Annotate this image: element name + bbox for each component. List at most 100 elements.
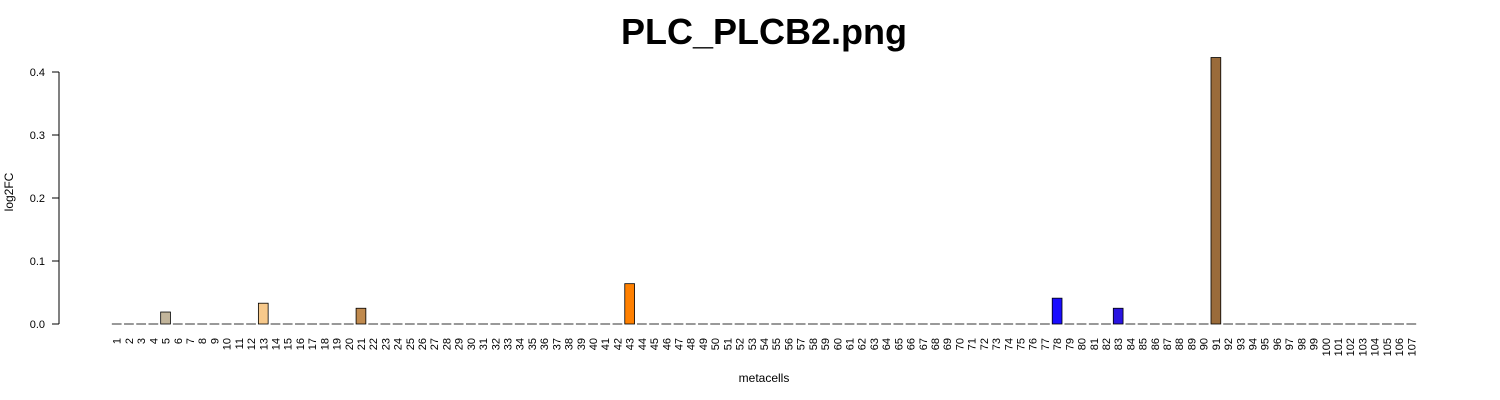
x-tick-label: 36 — [539, 338, 551, 350]
x-tick-label: 90 — [1199, 338, 1211, 350]
x-tick-label: 63 — [869, 338, 881, 350]
x-tick-label: 47 — [674, 338, 686, 350]
bar-78 — [1051, 297, 1063, 325]
x-tick-label: 101 — [1333, 338, 1345, 356]
x-tick-label: 104 — [1370, 338, 1382, 356]
x-tick-label: 9 — [209, 338, 221, 344]
bar-5 — [160, 311, 171, 325]
x-tick-label: 41 — [600, 338, 612, 350]
x-tick-label: 82 — [1101, 338, 1113, 350]
x-tick-label: 83 — [1113, 338, 1125, 350]
x-tick-label: 34 — [515, 338, 527, 350]
x-tick-label: 81 — [1089, 338, 1101, 350]
y-tick-label: 0.4 — [30, 67, 45, 79]
x-tick-label: 51 — [722, 338, 734, 350]
x-tick-label: 53 — [747, 338, 759, 350]
x-tick-label: 76 — [1028, 338, 1040, 350]
x-tick-labels: 1 2 3 4 5 6 7 8 9 10 11 12 13 14 15 16 17 18 19 20 21 22 23 24 2… — [112, 338, 1419, 356]
bar-43 — [624, 283, 635, 325]
x-tick-label: 80 — [1077, 338, 1089, 350]
x-tick-label: 8 — [197, 338, 209, 344]
x-tick-label: 87 — [1162, 338, 1174, 350]
x-tick-label: 29 — [454, 338, 466, 350]
x-tick-label: 13 — [258, 338, 270, 350]
x-tick-label: 95 — [1260, 338, 1272, 350]
x-tick-label: 94 — [1248, 338, 1260, 350]
x-tick-label: 79 — [1064, 338, 1076, 350]
x-tick-label: 65 — [893, 338, 905, 350]
x-tick-label: 5 — [161, 338, 173, 344]
x-tick-label: 35 — [527, 338, 539, 350]
x-tick-label: 48 — [686, 338, 698, 350]
x-tick-label: 54 — [759, 338, 771, 350]
x-tick-label: 85 — [1138, 338, 1150, 350]
x-tick-label: 102 — [1345, 338, 1357, 356]
x-tick-label: 2 — [124, 338, 136, 344]
x-tick-label: 31 — [478, 338, 490, 350]
x-axis-label: metacells — [739, 371, 790, 385]
y-tick-label: 0.3 — [30, 130, 45, 142]
x-tick-label: 44 — [637, 338, 649, 350]
x-tick-label: 11 — [234, 338, 246, 349]
x-tick-label: 6 — [173, 338, 185, 344]
x-tick-label: 10 — [222, 338, 234, 350]
x-tick-label: 56 — [783, 338, 795, 350]
x-tick-label: 60 — [832, 338, 844, 350]
x-tick-label: 12 — [246, 338, 258, 350]
x-tick-label: 18 — [319, 338, 331, 350]
x-tick-label: 23 — [380, 338, 392, 350]
y-tick-label: 0.2 — [30, 193, 45, 205]
y-axis-label: log2FC — [2, 172, 16, 211]
x-tick-label: 27 — [429, 338, 441, 350]
x-tick-label: 99 — [1309, 338, 1321, 350]
x-tick-label: 86 — [1150, 338, 1162, 350]
x-tick-label: 55 — [771, 338, 783, 350]
x-tick-label: 17 — [307, 338, 319, 350]
x-tick-label: 45 — [649, 338, 661, 350]
x-tick-label: 3 — [136, 338, 148, 344]
x-tick-label: 78 — [1052, 338, 1064, 350]
x-tick-label: 33 — [503, 338, 515, 350]
x-tick-label: 106 — [1394, 338, 1406, 356]
x-tick-label: 39 — [576, 338, 588, 350]
x-tick-label: 75 — [1015, 338, 1027, 350]
x-tick-label: 24 — [393, 338, 405, 350]
x-tick-label: 71 — [967, 338, 979, 350]
x-tick-label: 67 — [918, 338, 930, 350]
x-tick-label: 91 — [1211, 338, 1223, 350]
x-tick-label: 89 — [1186, 338, 1198, 350]
y-axis: 0.0 0.1 0.2 0.3 0.4 — [30, 67, 60, 331]
x-tick-label: 14 — [270, 338, 282, 350]
x-tick-label: 69 — [942, 338, 954, 350]
x-tick-label: 30 — [466, 338, 478, 350]
x-tick-label: 92 — [1223, 338, 1235, 350]
x-tick-label: 74 — [1003, 338, 1015, 350]
x-tick-label: 58 — [808, 338, 820, 350]
x-tick-label: 37 — [551, 338, 563, 350]
bar-91 — [1210, 57, 1222, 325]
x-tick-label: 52 — [735, 338, 747, 350]
x-tick-label: 1 — [112, 338, 124, 344]
x-tick-label: 16 — [295, 338, 307, 350]
x-tick-label: 43 — [625, 338, 637, 350]
x-tick-label: 105 — [1382, 338, 1394, 356]
x-tick-label: 77 — [1040, 338, 1052, 350]
x-tick-label: 40 — [588, 338, 600, 350]
x-tick-label: 32 — [490, 338, 502, 350]
x-tick-label: 25 — [405, 338, 417, 350]
bar-83 — [1112, 307, 1124, 325]
x-tick-label: 42 — [612, 338, 624, 350]
bar-13 — [257, 302, 269, 325]
x-tick-label: 66 — [906, 338, 918, 350]
x-tick-label: 70 — [954, 338, 966, 350]
x-tick-label: 20 — [344, 338, 356, 350]
x-tick-label: 7 — [185, 338, 197, 344]
x-tick-label: 93 — [1235, 338, 1247, 350]
x-tick-label: 22 — [368, 338, 380, 350]
x-tick-label: 49 — [698, 338, 710, 350]
x-tick-label: 107 — [1406, 338, 1418, 356]
x-tick-label: 59 — [820, 338, 832, 350]
x-tick-label: 15 — [283, 338, 295, 350]
x-tick-label: 100 — [1321, 338, 1333, 356]
